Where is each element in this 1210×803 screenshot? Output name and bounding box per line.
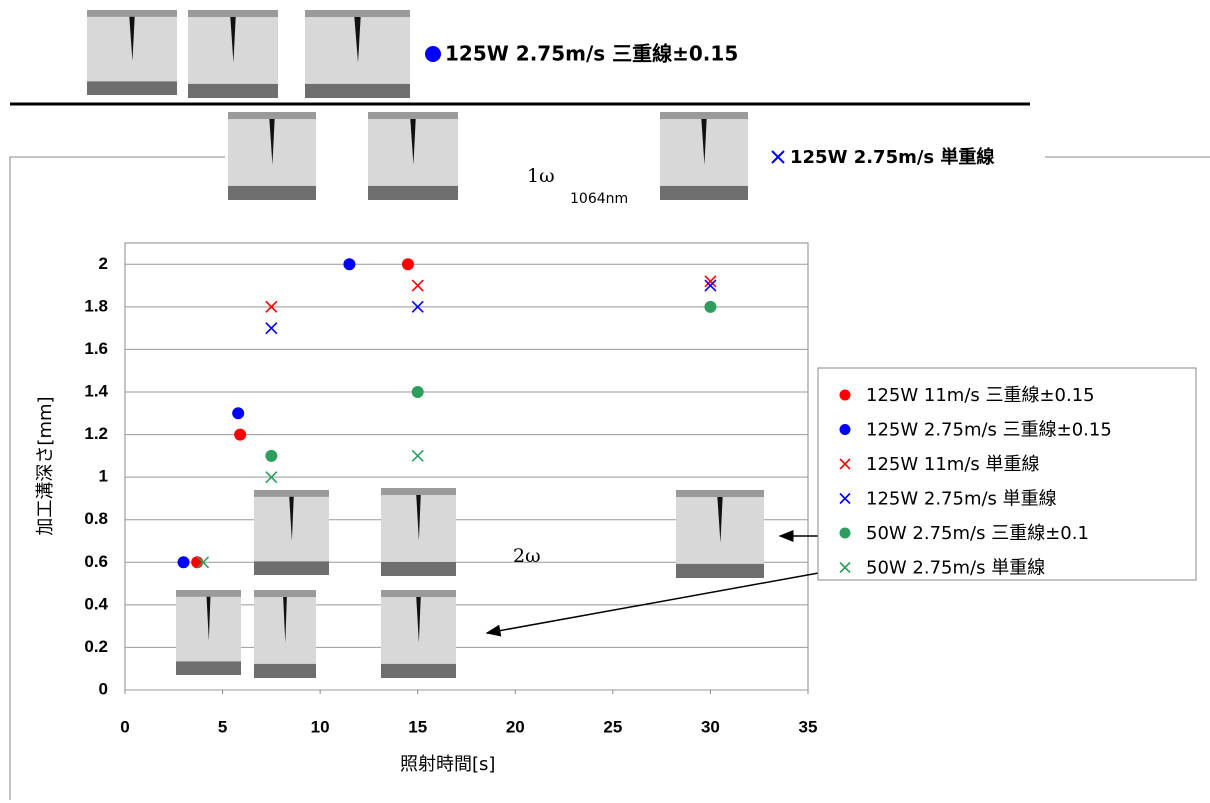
x-tick-label: 0 [120, 717, 129, 736]
legend-label: 125W 11m/s 三重線±0.15 [866, 385, 1095, 406]
icon [425, 46, 441, 62]
y-tick-label: 1.6 [84, 339, 108, 358]
point-stroke [265, 300, 278, 313]
legend-marker [839, 561, 851, 574]
x-tick-label: 35 [799, 717, 818, 736]
y-axis-label: 加工溝深さ[mm] [35, 396, 56, 535]
point [265, 322, 278, 335]
legend-marker [839, 492, 851, 505]
point-stroke [839, 492, 851, 505]
annotation: 125W 2.75m/s 三重線±0.15 [445, 42, 738, 66]
point [411, 386, 424, 398]
legend-label: 50W 2.75m/s 三重線±0.1 [866, 523, 1089, 544]
y-tick-label: 0.4 [84, 594, 108, 613]
legend-label: 125W 11m/s 単重線 [866, 454, 1039, 475]
y-tick-label: 1.2 [84, 424, 108, 443]
legend-label: 50W 2.75m/s 単重線 [866, 558, 1045, 579]
legend-label: 125W 2.75m/s 三重線±0.15 [866, 420, 1112, 441]
y-tick-label: 1 [99, 467, 108, 486]
y-tick-label: 1.4 [84, 381, 108, 400]
y-tick-label: 2 [99, 254, 108, 273]
legend [817, 367, 1197, 581]
point [343, 258, 356, 271]
x-tick-label: 20 [506, 717, 525, 736]
y-tick-label: 0.8 [84, 509, 108, 528]
legend-marker [839, 389, 851, 401]
arrow [485, 565, 858, 637]
point-stroke [839, 561, 851, 574]
legend-marker [839, 424, 851, 435]
point [265, 471, 278, 484]
x-tick-label: 15 [408, 717, 427, 736]
x-tick-label: 30 [701, 717, 720, 736]
x-tick-label: 25 [603, 717, 622, 736]
y-tick-label: 1.8 [84, 296, 108, 315]
legend-marker [839, 458, 851, 470]
point [704, 279, 717, 292]
point [196, 556, 210, 569]
annotation: 125W 2.75m/s 単重線 [790, 146, 994, 168]
micrographs [176, 488, 764, 678]
point-stroke [265, 322, 278, 335]
point [411, 300, 424, 313]
annotation: 1064nm [570, 191, 628, 207]
point [232, 407, 245, 420]
point [234, 428, 247, 441]
point-stroke [411, 300, 424, 313]
y-tick-label: 0 [99, 679, 108, 698]
x-tick-label: 5 [218, 717, 227, 736]
x-axis-label: 照射時間[s] [400, 754, 495, 775]
y-tick-label: 0.2 [84, 637, 108, 656]
point [704, 300, 717, 313]
point-stroke [265, 471, 278, 484]
annotation: 1ω [527, 165, 555, 187]
point [704, 275, 717, 288]
icon [771, 150, 785, 164]
point [265, 449, 278, 462]
y-tick-label: 0.6 [84, 552, 108, 571]
point [411, 279, 424, 292]
point-stroke [704, 279, 717, 292]
frame [9, 156, 225, 800]
point [177, 556, 190, 569]
annotation: 2ω [513, 545, 541, 567]
point-stroke [704, 275, 717, 288]
point [401, 258, 414, 271]
point-stroke [196, 556, 210, 569]
point-stroke [411, 449, 424, 462]
legend-marker [839, 527, 851, 539]
legend-label: 125W 2.75m/s 単重線 [866, 489, 1057, 510]
point-stroke [411, 279, 424, 292]
point-stroke [839, 458, 851, 470]
x-tick-label: 10 [311, 717, 330, 736]
point [411, 449, 424, 462]
point [191, 556, 204, 569]
point [265, 300, 278, 313]
